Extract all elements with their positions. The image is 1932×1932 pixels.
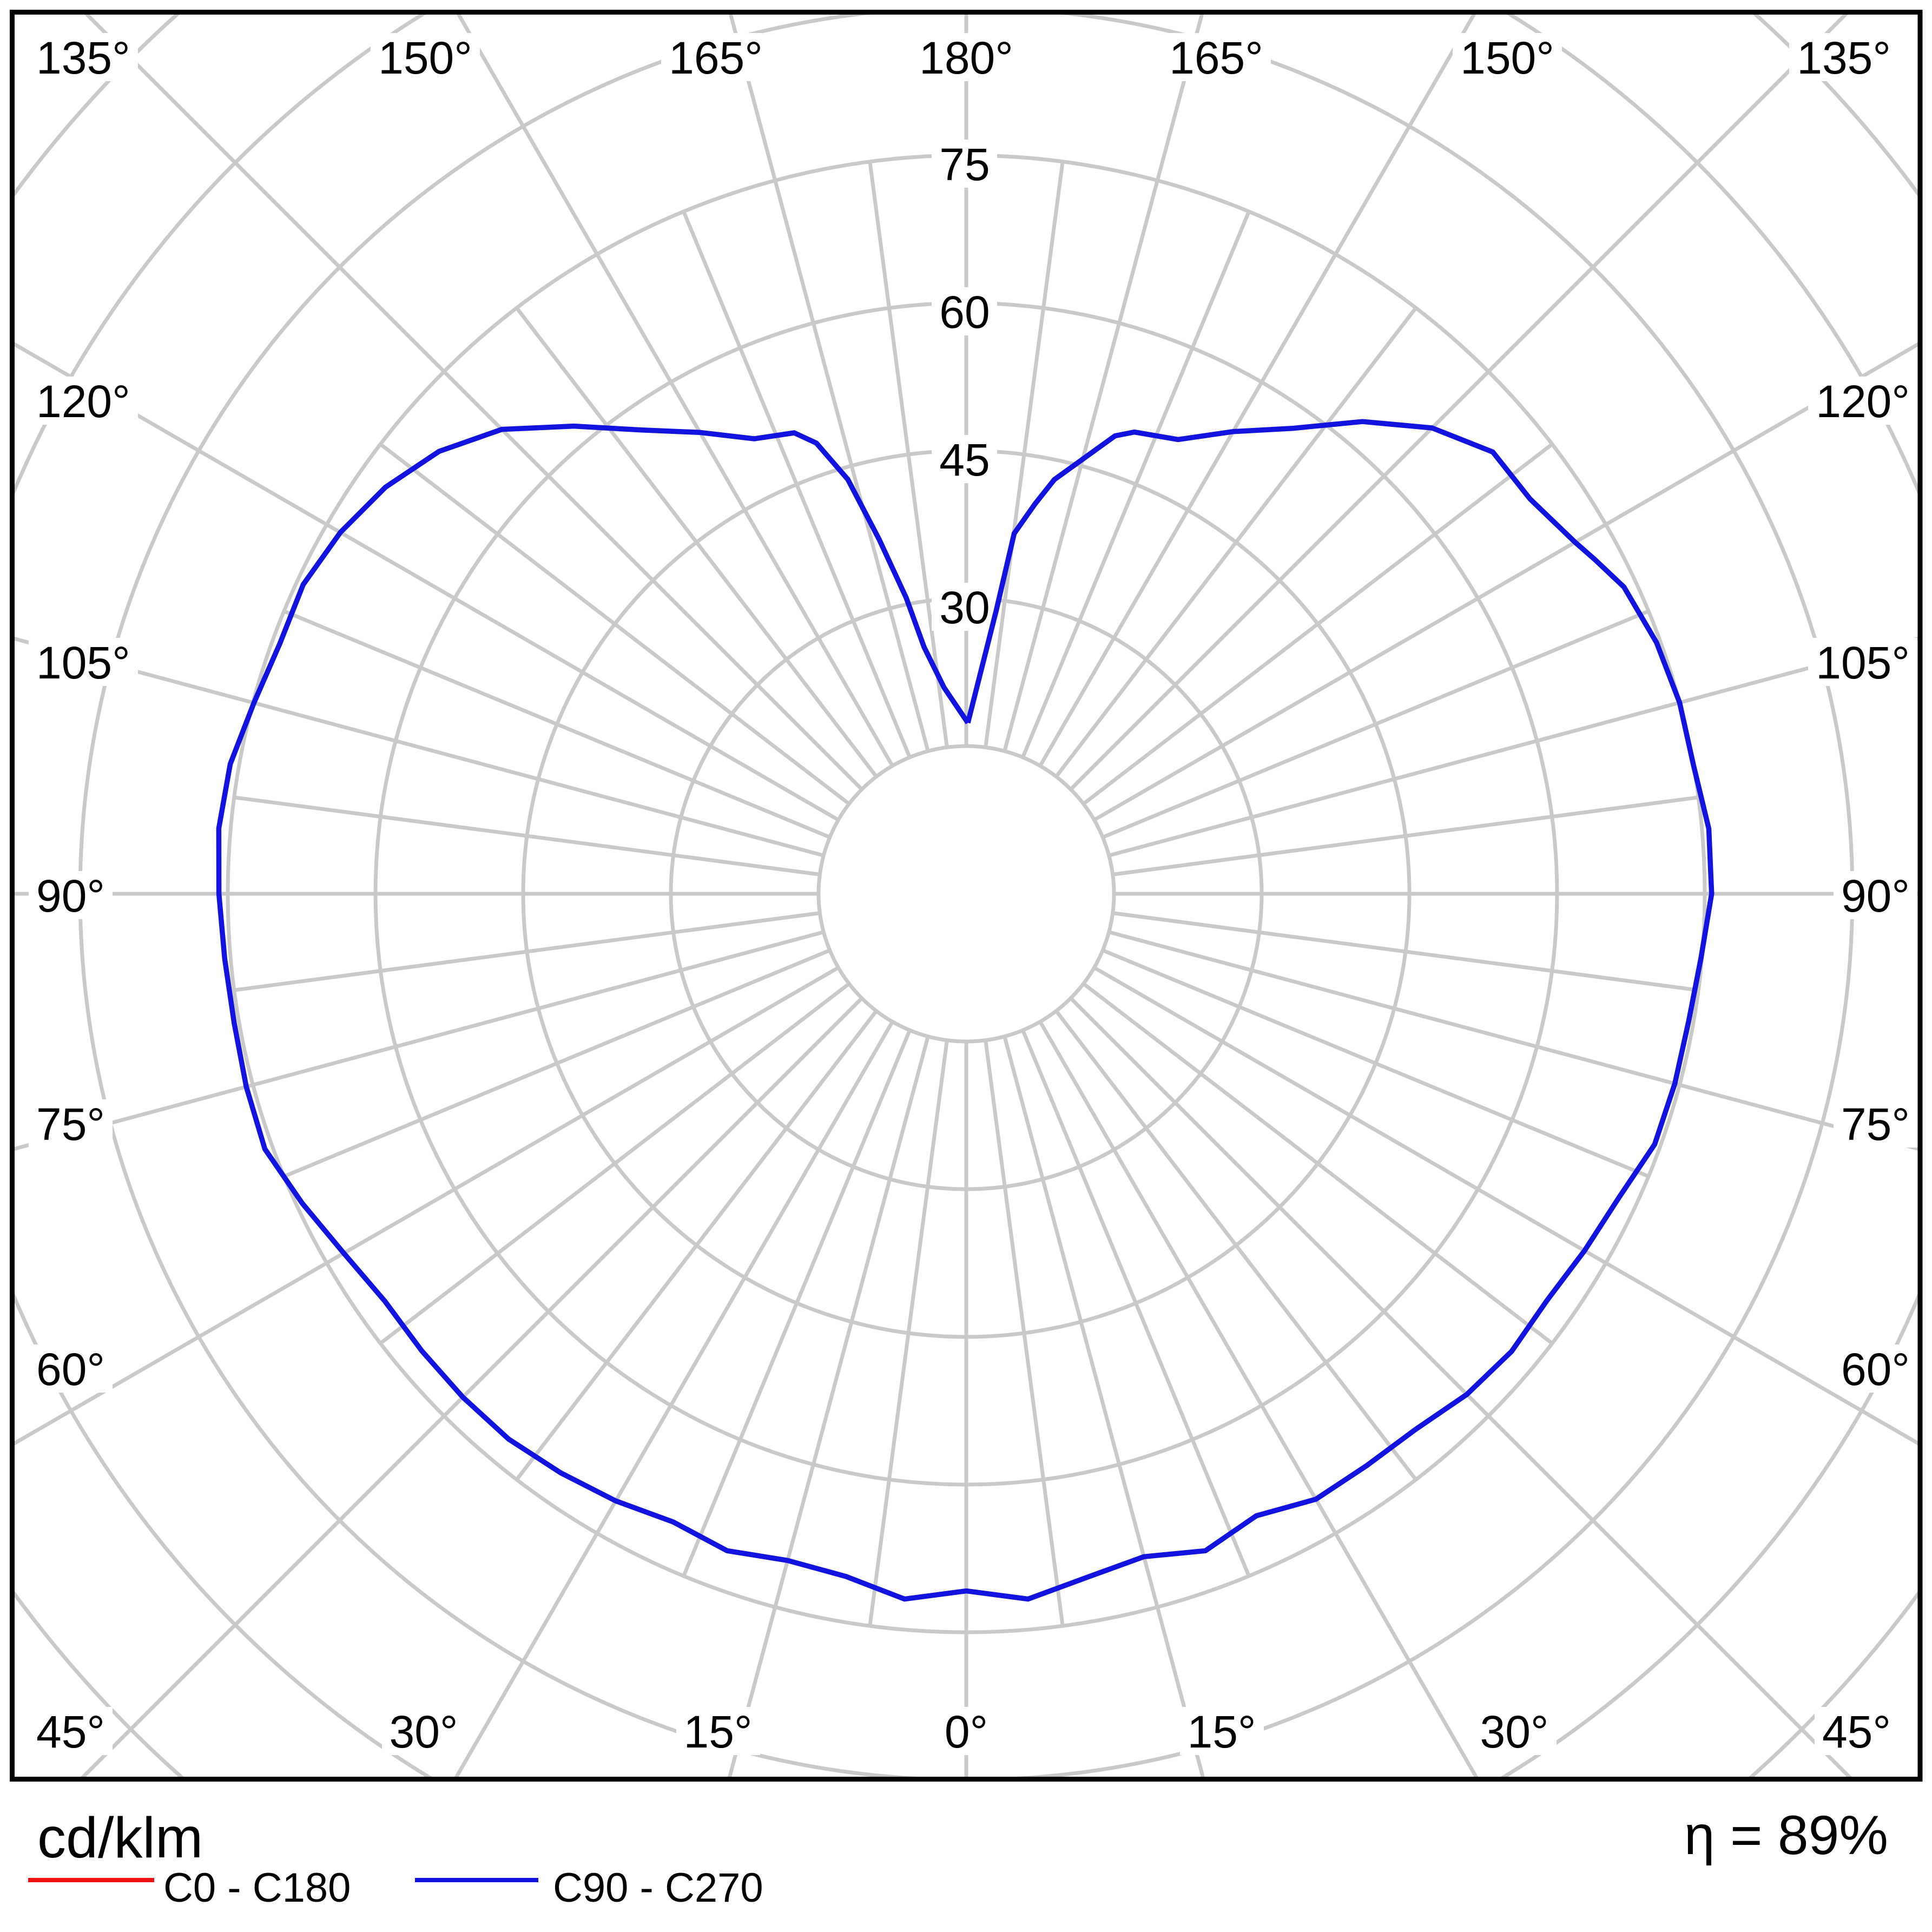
svg-text:150°: 150° [1460, 32, 1554, 83]
svg-text:90°: 90° [36, 871, 105, 921]
svg-text:15°: 15° [1187, 1706, 1256, 1757]
svg-text:60°: 60° [36, 1344, 105, 1395]
svg-text:cd/klm: cd/klm [37, 1806, 203, 1870]
svg-text:60: 60 [939, 287, 990, 338]
svg-text:165°: 165° [669, 32, 763, 83]
svg-text:105°: 105° [1816, 637, 1910, 688]
svg-text:165°: 165° [1169, 32, 1263, 83]
svg-text:120°: 120° [1816, 376, 1910, 427]
svg-text:C0 - C180: C0 - C180 [163, 1865, 351, 1911]
svg-text:75°: 75° [36, 1099, 105, 1150]
svg-text:90°: 90° [1841, 871, 1910, 921]
svg-text:30°: 30° [1480, 1706, 1548, 1757]
svg-text:45°: 45° [36, 1706, 105, 1757]
svg-text:135°: 135° [36, 32, 130, 83]
svg-text:105°: 105° [36, 637, 130, 688]
svg-text:η = 89%: η = 89% [1684, 1804, 1888, 1866]
svg-text:135°: 135° [1797, 32, 1891, 83]
svg-text:180°: 180° [919, 32, 1013, 83]
svg-text:45: 45 [939, 434, 990, 485]
svg-text:150°: 150° [378, 32, 472, 83]
svg-text:C90 - C270: C90 - C270 [553, 1865, 763, 1911]
svg-text:75°: 75° [1841, 1099, 1910, 1150]
svg-text:30: 30 [939, 582, 990, 633]
svg-text:60°: 60° [1841, 1344, 1910, 1395]
svg-text:45°: 45° [1822, 1706, 1891, 1757]
svg-text:30°: 30° [389, 1706, 458, 1757]
svg-text:0°: 0° [945, 1706, 988, 1757]
svg-text:120°: 120° [36, 376, 130, 427]
svg-text:75: 75 [939, 139, 990, 190]
svg-text:15°: 15° [683, 1706, 752, 1757]
